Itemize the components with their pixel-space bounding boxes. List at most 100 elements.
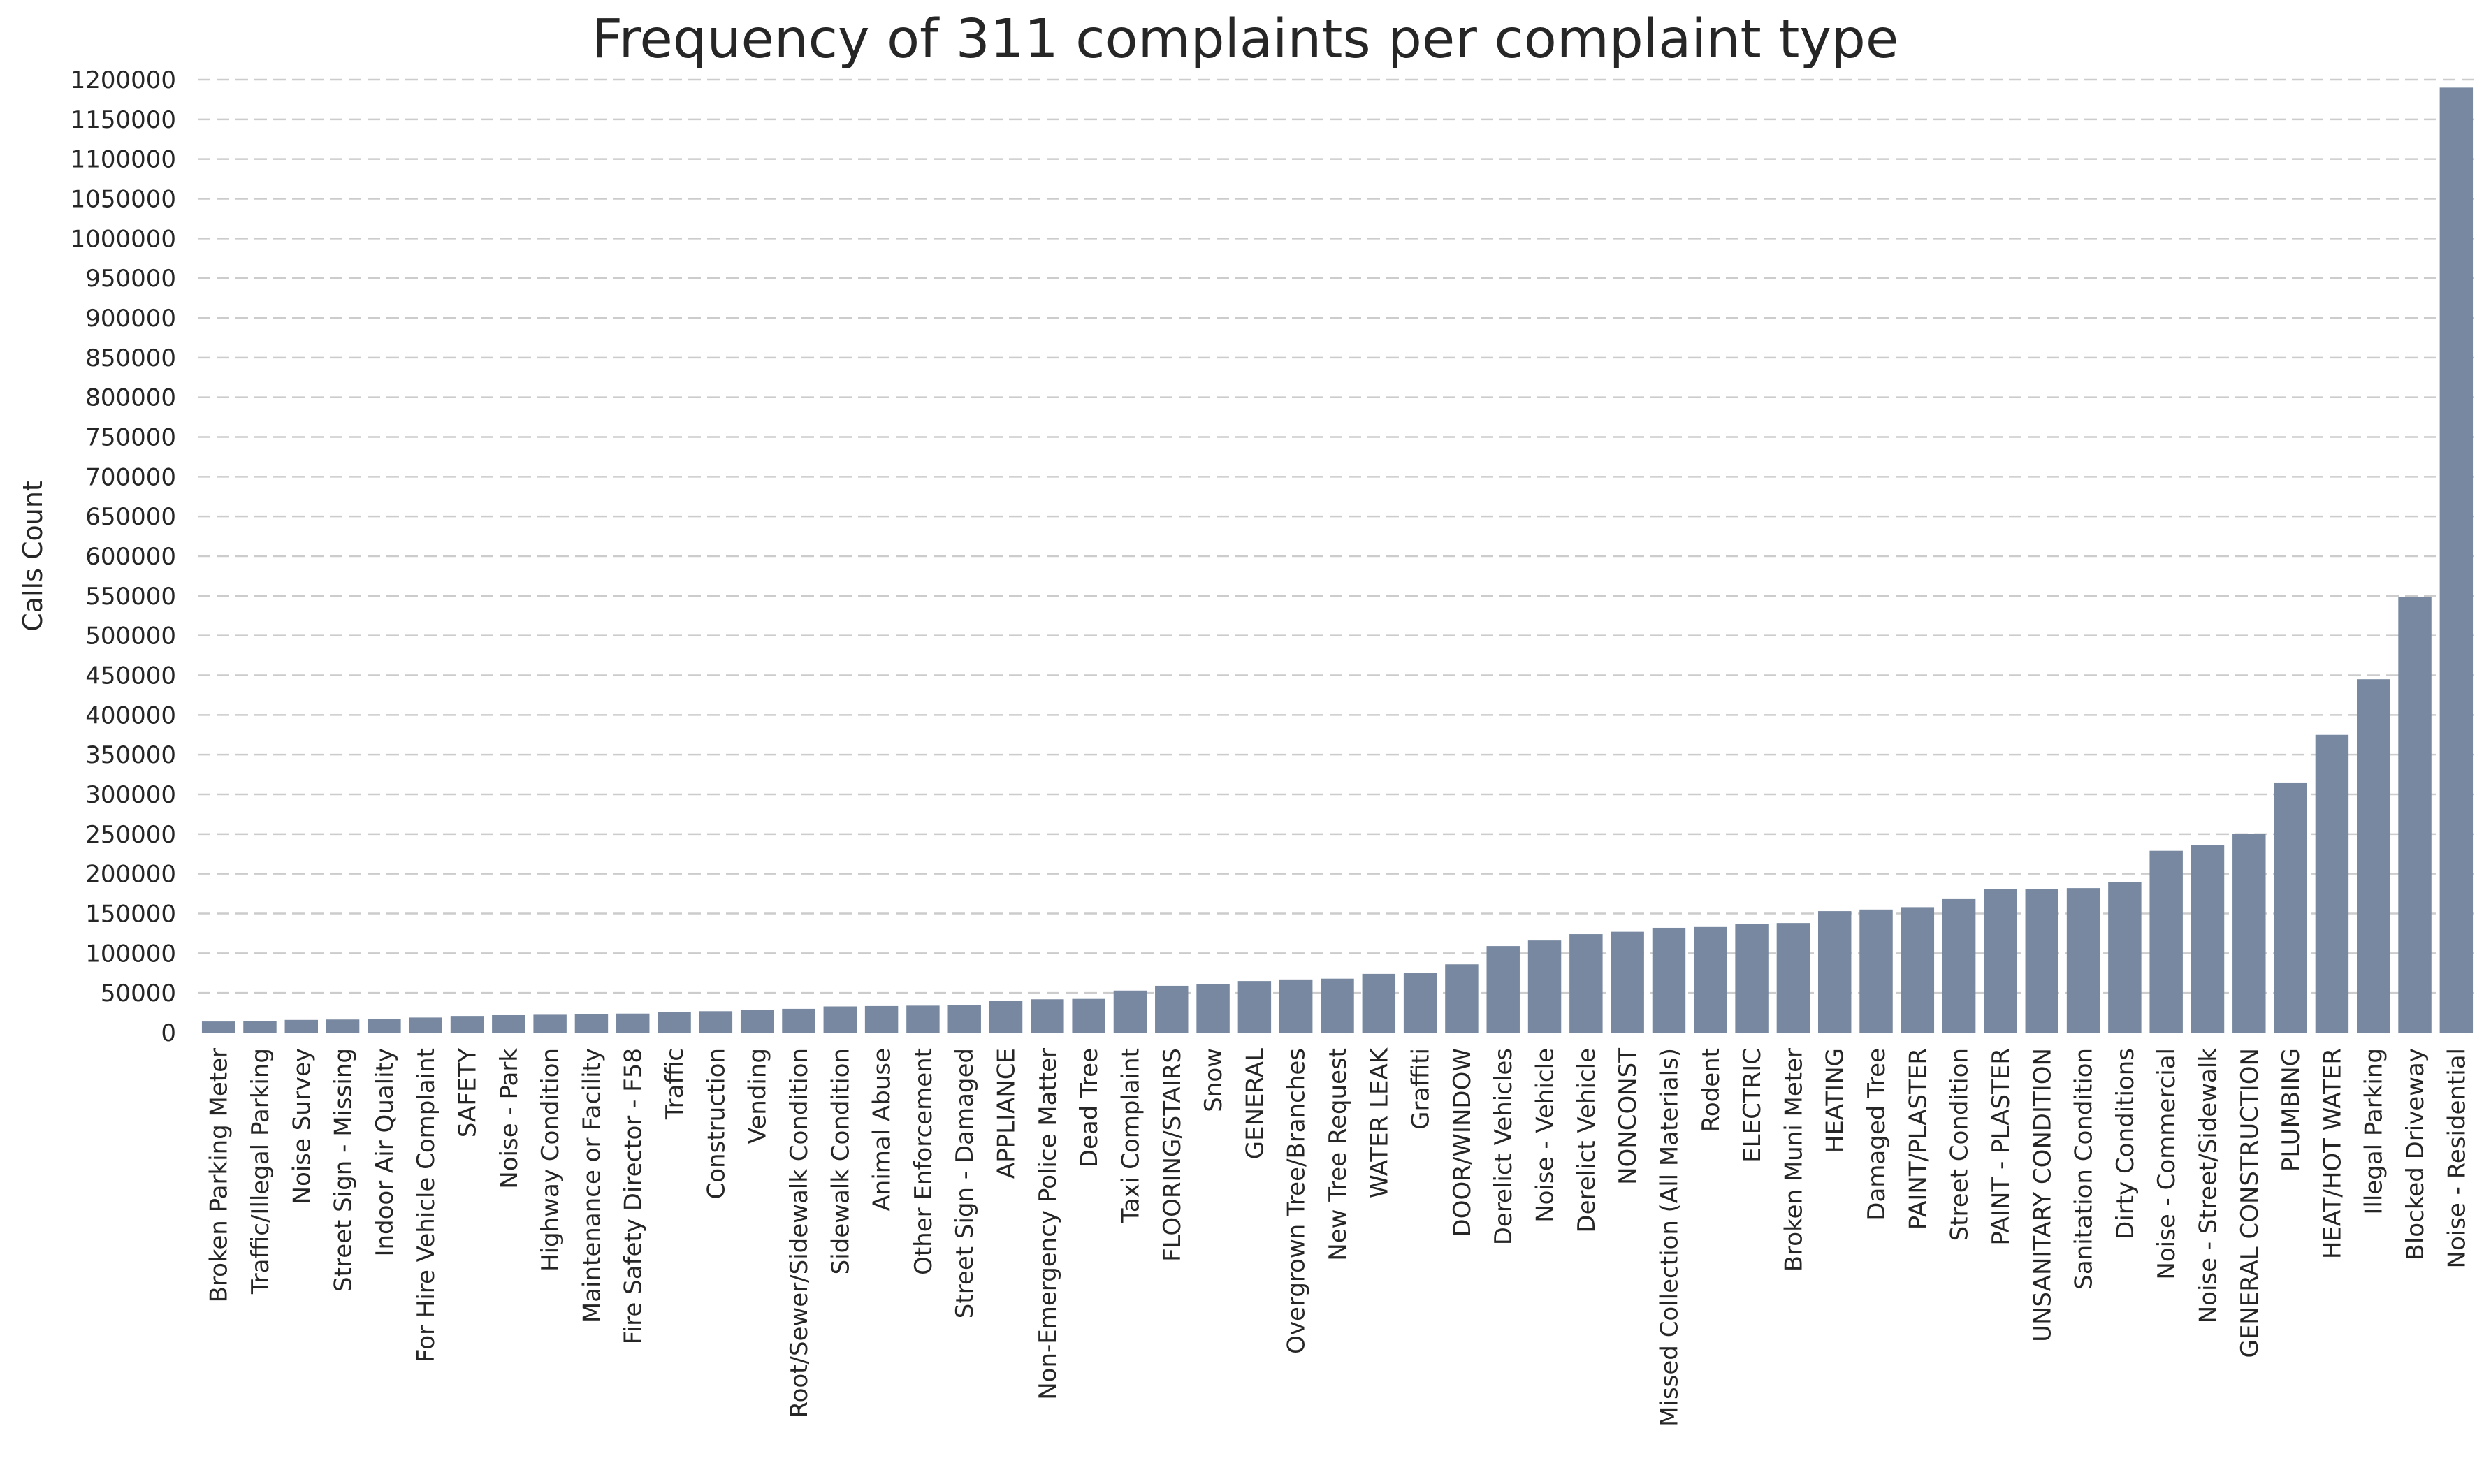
bar (1776, 923, 1810, 1033)
bar (1196, 984, 1230, 1033)
x-tick-label: PAINT - PLASTER (1987, 1048, 2015, 1246)
bar (1321, 978, 1354, 1033)
bar (2274, 782, 2307, 1033)
x-tick-label: Broken Parking Meter (205, 1048, 233, 1302)
y-tick-label: 300000 (85, 781, 176, 809)
bar (1859, 909, 1893, 1033)
x-tick-label: Dead Tree (1075, 1048, 1103, 1167)
bar (864, 1005, 899, 1033)
x-tick-label: Indoor Air Quality (371, 1048, 399, 1257)
y-tick-label: 350000 (85, 741, 176, 769)
x-tick-label: ELECTRIC (1738, 1048, 1766, 1163)
bar (989, 1001, 1023, 1033)
x-tick-label: Vending (744, 1048, 772, 1144)
y-tick-label: 600000 (85, 543, 176, 571)
x-tick-label: Animal Abuse (869, 1048, 896, 1211)
bar (492, 1014, 525, 1033)
x-tick-label: Graffiti (1407, 1048, 1435, 1130)
y-tick-label: 1100000 (71, 146, 176, 174)
x-tick-label: For Hire Vehicle Complaint (412, 1048, 440, 1362)
x-tick-label: Illegal Parking (2360, 1048, 2388, 1215)
x-tick-label: Noise - Street/Sidewalk (2194, 1048, 2222, 1324)
bar (947, 1005, 981, 1033)
x-tick-label: Derelict Vehicle (1573, 1048, 1601, 1233)
bar (1445, 964, 1479, 1033)
x-tick-label: Root/Sewer/Sidewalk Condition (785, 1048, 813, 1418)
y-tick-label: 100000 (85, 940, 176, 968)
bar (1527, 940, 1562, 1033)
x-tick-label: Sidewalk Condition (827, 1048, 855, 1274)
x-tick-label: Maintenance or Facility (578, 1048, 606, 1323)
y-axis-label: Calls Count (17, 481, 48, 632)
x-tick-label: Other Enforcement (910, 1048, 938, 1275)
x-tick-label: Overgrown Tree/Branches (1283, 1048, 1311, 1354)
grid-lines (198, 78, 2477, 994)
y-tick-label: 700000 (85, 463, 176, 491)
bar (243, 1021, 277, 1033)
x-tick-label: Rodent (1697, 1048, 1725, 1132)
x-tick-label: Noise - Park (495, 1048, 523, 1189)
bar (1031, 999, 1064, 1033)
y-tick-label: 550000 (85, 583, 176, 611)
bar (823, 1006, 857, 1033)
bar (1901, 907, 1935, 1033)
bar (782, 1008, 815, 1033)
y-tick-label: 750000 (85, 424, 176, 452)
bar (326, 1019, 360, 1033)
x-tick-label: Street Sign - Missing (330, 1048, 358, 1292)
bar (450, 1016, 484, 1033)
bar (2149, 850, 2183, 1033)
bar (1817, 911, 1852, 1033)
x-tick-label: FLOORING/STAIRS (1159, 1048, 1186, 1262)
x-tick-label: Noise - Commercial (2153, 1048, 2181, 1280)
bar (2025, 889, 2058, 1033)
y-tick-label: 500000 (85, 623, 176, 650)
x-tick-label: Noise Survey (288, 1048, 316, 1204)
bar (1984, 889, 2017, 1033)
x-tick-label: Street Condition (1946, 1048, 1974, 1241)
y-tick-label: 850000 (85, 344, 176, 372)
bar (906, 1005, 940, 1033)
x-tick-label: UNSANITARY CONDITION (2028, 1048, 2056, 1342)
chart-title: Frequency of 311 complaints per complain… (592, 8, 1898, 71)
x-tick-label: Sanitation Condition (2070, 1048, 2098, 1290)
bar (368, 1019, 401, 1033)
x-tick-label: HEATING (1822, 1048, 1850, 1153)
x-axis-ticks: Broken Parking Meter Traffic/Illegal Park… (205, 1047, 2471, 1427)
bar (284, 1019, 318, 1033)
bar (2398, 596, 2432, 1033)
x-tick-label: NONCONST (1614, 1048, 1642, 1185)
x-tick-label: DOOR/WINDOW (1448, 1048, 1476, 1237)
x-tick-label: Highway Condition (537, 1048, 565, 1272)
bar (1694, 926, 1727, 1033)
bar (2108, 882, 2142, 1033)
bar (1735, 924, 1769, 1033)
x-tick-label: Dirty Conditions (2112, 1048, 2140, 1239)
x-tick-label: Noise - Vehicle (1532, 1048, 1560, 1223)
x-tick-label: HEAT/HOT WATER (2318, 1048, 2346, 1259)
y-tick-label: 800000 (85, 384, 176, 412)
x-tick-label: WATER LEAK (1365, 1047, 1393, 1198)
y-tick-label: 1150000 (71, 106, 176, 134)
bar (1362, 973, 1396, 1033)
x-tick-label: SAFETY (454, 1048, 482, 1137)
y-tick-label: 650000 (85, 503, 176, 531)
y-tick-label: 950000 (85, 265, 176, 293)
bar (1279, 979, 1313, 1033)
bar (1072, 998, 1105, 1033)
bar (1569, 934, 1603, 1033)
bar (2066, 888, 2100, 1033)
bar (1237, 981, 1272, 1033)
bar (1652, 927, 1686, 1033)
bar (533, 1014, 567, 1033)
x-tick-label: GENERAL CONSTRUCTION (2236, 1048, 2264, 1358)
bar (1486, 946, 1520, 1033)
x-tick-label: Damaged Tree (1863, 1048, 1891, 1221)
y-tick-label: 1050000 (71, 186, 176, 214)
bar (2315, 734, 2349, 1033)
x-tick-label: Street Sign - Damaged (951, 1048, 979, 1318)
x-tick-label: Fire Safety Director - F58 (620, 1048, 648, 1344)
bar (2357, 679, 2390, 1033)
y-tick-label: 200000 (85, 861, 176, 889)
